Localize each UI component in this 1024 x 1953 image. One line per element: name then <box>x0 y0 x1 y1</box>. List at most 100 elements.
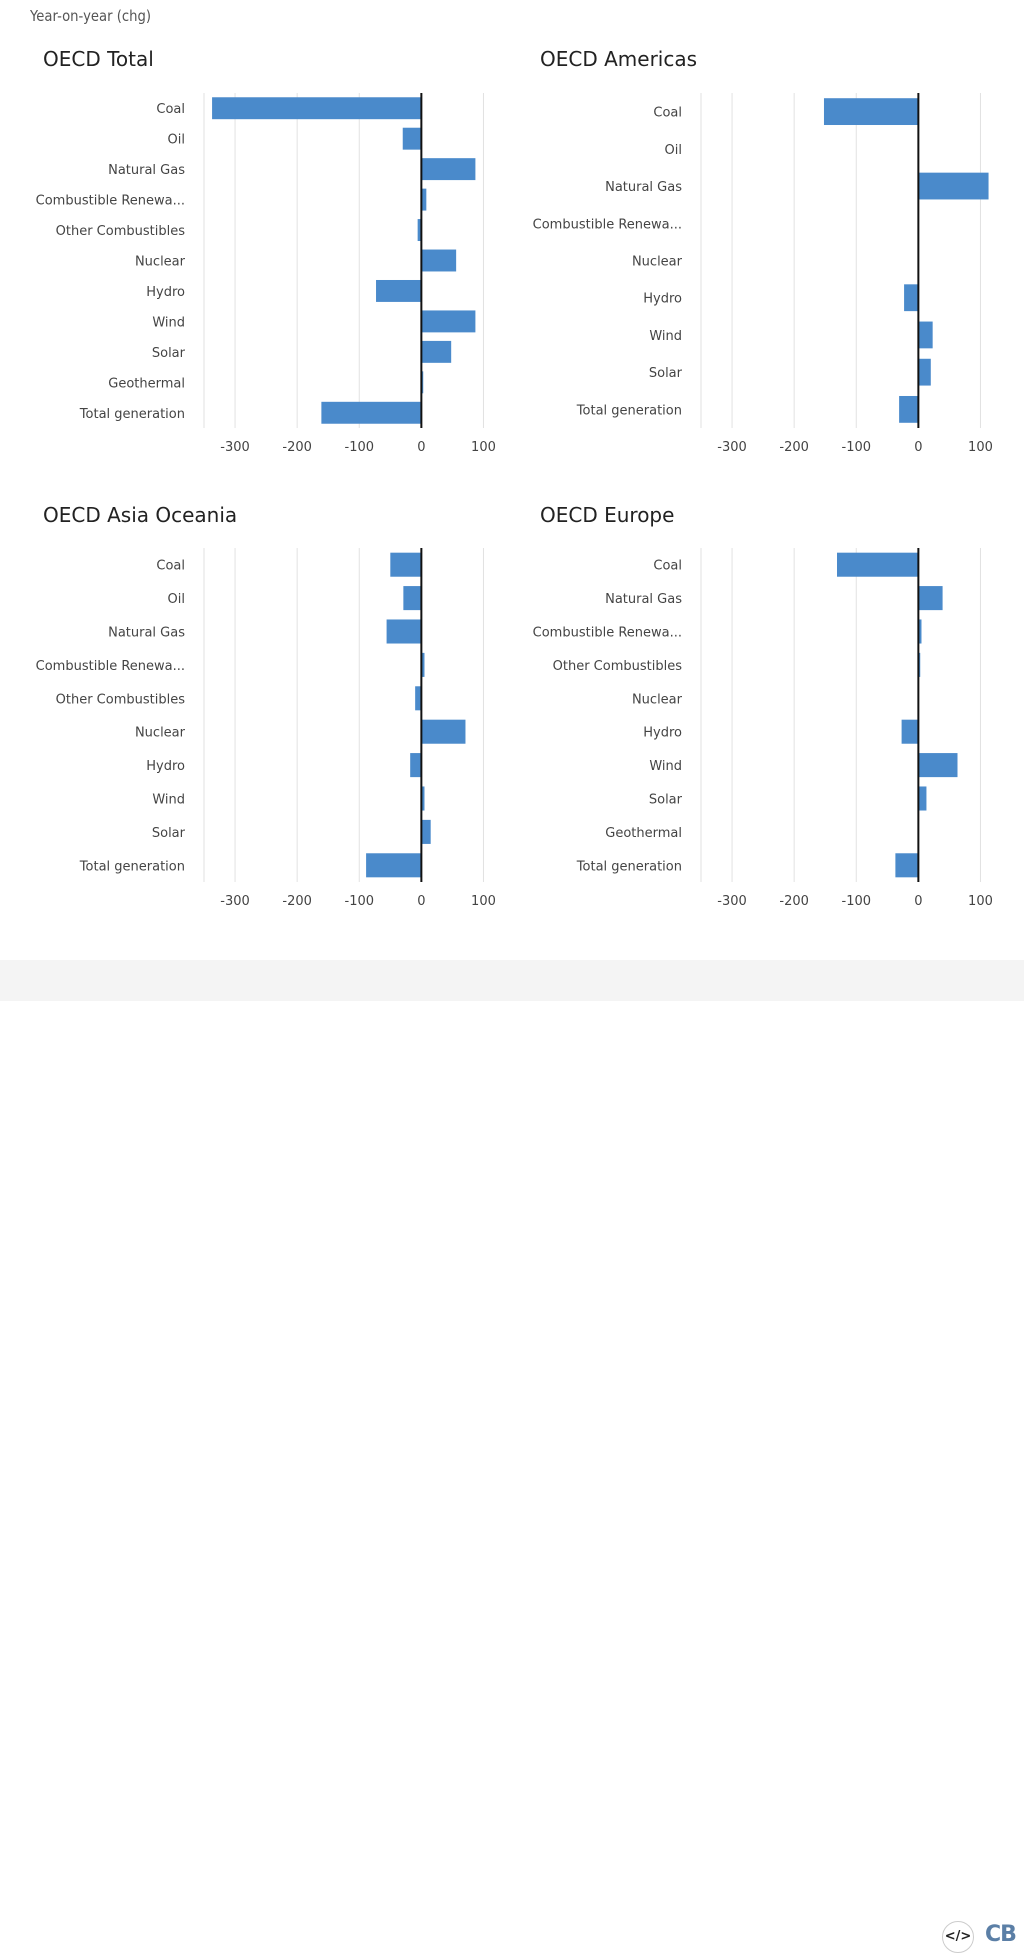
bar-natural-gas <box>386 619 422 644</box>
category-label: Wind <box>152 793 185 808</box>
category-label: Combustible Renewa... <box>533 217 682 232</box>
category-label: Coal <box>156 559 185 574</box>
bar-combustible-renewa- <box>918 619 922 644</box>
bar-oil <box>403 586 422 611</box>
bar-natural-gas <box>421 158 476 181</box>
category-label: Hydro <box>146 759 185 774</box>
panel-oecd-americas: OECD Americas -300 -200 -100 0 100 Coal Oil Natu… <box>533 47 993 455</box>
category-label: Combustible Renewa... <box>36 659 185 674</box>
category-label: Total generation <box>576 859 682 874</box>
x-tick-label: -300 <box>717 894 747 909</box>
category-label: Oil <box>665 143 682 158</box>
bar-hydro <box>901 719 919 744</box>
bar-combustible-renewa- <box>421 652 425 677</box>
panel-oecd-asia-oceania: OECD Asia Oceania -300 -200 -100 0 100 Coal Oil… <box>36 503 496 909</box>
category-label: Solar <box>649 793 683 808</box>
bar-wind <box>918 753 958 778</box>
panel-title: OECD Europe <box>540 503 674 527</box>
footer-bar: </> CB <box>0 960 1024 1953</box>
category-label: Nuclear <box>135 726 186 741</box>
bar-total-generation <box>895 853 919 878</box>
category-label: Solar <box>152 826 186 841</box>
category-label: Solar <box>649 366 683 381</box>
bar-coal <box>390 552 422 577</box>
category-label: Natural Gas <box>605 180 682 195</box>
bar-wind <box>421 786 425 811</box>
category-label: Wind <box>152 315 185 330</box>
small-multiples-chart: OECD Total -300 -200 -100 0 100 Coal Oil Natural… <box>36 47 993 909</box>
category-label: Nuclear <box>135 255 186 270</box>
bar-natural-gas <box>918 586 943 611</box>
category-label: Oil <box>168 592 185 607</box>
x-tick-label: 0 <box>914 440 922 455</box>
category-label: Total generation <box>79 407 185 422</box>
category-label: Coal <box>653 106 682 121</box>
category-label: Hydro <box>146 285 185 300</box>
y-axis-caption: Year-on-year (chg) <box>30 7 152 25</box>
bar-nuclear <box>421 249 457 272</box>
category-label: Wind <box>649 759 682 774</box>
bar-solar <box>918 786 927 811</box>
bar-solar <box>421 340 452 363</box>
x-tick-label: -300 <box>717 440 747 455</box>
bar-solar <box>421 819 431 844</box>
category-label: Total generation <box>576 403 682 418</box>
x-tick-label: 100 <box>471 894 496 909</box>
panel-title: OECD Americas <box>540 47 697 71</box>
bar-oil <box>402 127 422 150</box>
category-label: Geothermal <box>605 826 682 841</box>
bar-total-generation <box>366 853 422 878</box>
category-label: Combustible Renewa... <box>533 626 682 641</box>
bar-combustible-renewa- <box>421 188 427 211</box>
category-label: Other Combustibles <box>56 692 186 707</box>
x-tick-label: -200 <box>779 440 809 455</box>
bar-total-generation <box>899 395 919 423</box>
bar-coal <box>837 552 919 577</box>
x-tick-label: 100 <box>968 894 993 909</box>
x-tick-label: -100 <box>842 894 872 909</box>
bar-coal <box>823 98 919 126</box>
category-label: Other Combustibles <box>56 224 186 239</box>
x-tick-label: 0 <box>417 894 425 909</box>
bar-hydro <box>410 753 422 778</box>
x-tick-label: 0 <box>417 440 425 455</box>
x-tick-label: 100 <box>471 440 496 455</box>
category-label: Natural Gas <box>108 626 185 641</box>
carbon-brief-logo: CB <box>985 1922 1017 1947</box>
x-tick-label: 0 <box>914 894 922 909</box>
bar-hydro <box>904 284 919 312</box>
x-tick-label: 100 <box>968 440 993 455</box>
bar-wind <box>421 310 476 333</box>
panel-oecd-total: OECD Total -300 -200 -100 0 100 Coal Oil Natural… <box>36 47 496 455</box>
x-tick-label: -300 <box>220 440 250 455</box>
x-tick-label: -200 <box>282 894 312 909</box>
x-tick-label: -100 <box>345 894 375 909</box>
category-label: Natural Gas <box>108 163 185 178</box>
category-label: Natural Gas <box>605 592 682 607</box>
x-tick-label: -300 <box>220 894 250 909</box>
bar-wind <box>918 321 933 349</box>
bar-coal <box>212 97 422 120</box>
bar-total-generation <box>321 401 422 424</box>
code-embed-icon[interactable]: </> <box>942 1921 974 1953</box>
category-label: Total generation <box>79 859 185 874</box>
category-label: Geothermal <box>108 376 185 391</box>
category-label: Nuclear <box>632 692 683 707</box>
x-tick-label: -200 <box>282 440 312 455</box>
category-label: Wind <box>649 329 682 344</box>
category-label: Coal <box>653 559 682 574</box>
category-label: Oil <box>168 133 185 148</box>
bar-other-combustibles <box>415 686 422 711</box>
category-label: Combustible Renewa... <box>36 194 185 209</box>
x-tick-label: -100 <box>842 440 872 455</box>
bar-solar <box>918 358 931 386</box>
category-label: Solar <box>152 346 186 361</box>
panel-title: OECD Asia Oceania <box>43 503 237 527</box>
x-tick-label: -200 <box>779 894 809 909</box>
bar-natural-gas <box>918 172 989 200</box>
bar-other-combustibles <box>417 219 422 242</box>
x-tick-label: -100 <box>345 440 375 455</box>
category-label: Hydro <box>643 726 682 741</box>
category-label: Nuclear <box>632 255 683 270</box>
bar-hydro <box>376 279 422 302</box>
